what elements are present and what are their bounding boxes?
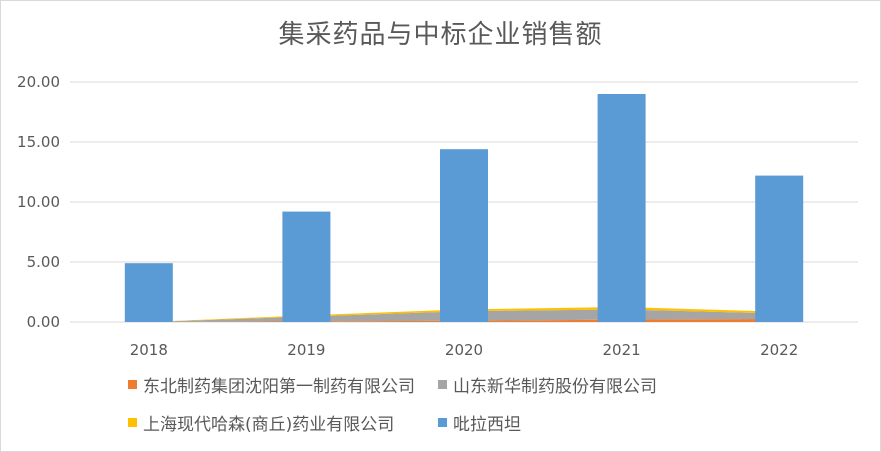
bar-2021 bbox=[597, 94, 646, 322]
x-tick-label: 2022 bbox=[760, 341, 798, 359]
legend-item: 上海现代哈森(商丘)药业有限公司 bbox=[128, 410, 394, 435]
legend-label: 东北制药集团沈阳第一制药有限公司 bbox=[143, 377, 415, 397]
y-tick-label: 10.00 bbox=[17, 193, 60, 211]
x-tick-label: 2018 bbox=[130, 341, 168, 359]
x-axis-ticks: 2018 2019 2020 2021 2022 bbox=[130, 341, 799, 359]
legend-swatch bbox=[128, 380, 137, 389]
x-tick-label: 2019 bbox=[287, 341, 325, 359]
bar-2019 bbox=[282, 211, 331, 322]
x-tick-label: 2021 bbox=[603, 341, 641, 359]
x-tick-label: 2020 bbox=[445, 341, 483, 359]
legend-label: 山东新华制药股份有限公司 bbox=[453, 377, 657, 397]
chart-title: 集采药品与中标企业销售额 bbox=[278, 20, 603, 50]
y-tick-label: 0.00 bbox=[27, 313, 60, 331]
y-tick-label: 20.00 bbox=[17, 73, 60, 91]
bar-2020 bbox=[440, 149, 488, 322]
legend-item: 吡拉西坦 bbox=[438, 410, 521, 435]
legend-item: 山东新华制药股份有限公司 bbox=[438, 372, 657, 397]
y-tick-label: 5.00 bbox=[27, 253, 60, 271]
legend-swatch bbox=[438, 380, 447, 389]
bar-2022 bbox=[755, 175, 804, 322]
legend-label: 吡拉西坦 bbox=[453, 415, 521, 435]
bar-2018 bbox=[124, 263, 173, 322]
y-axis-ticks: 0.00 5.00 10.00 15.00 20.00 bbox=[17, 73, 60, 331]
legend-swatch bbox=[438, 418, 447, 427]
y-tick-label: 15.00 bbox=[17, 133, 60, 151]
bar-series bbox=[124, 94, 804, 322]
legend-item: 东北制药集团沈阳第一制药有限公司 bbox=[128, 372, 415, 397]
legend-label: 上海现代哈森(商丘)药业有限公司 bbox=[143, 415, 395, 435]
legend-swatch bbox=[128, 418, 137, 427]
